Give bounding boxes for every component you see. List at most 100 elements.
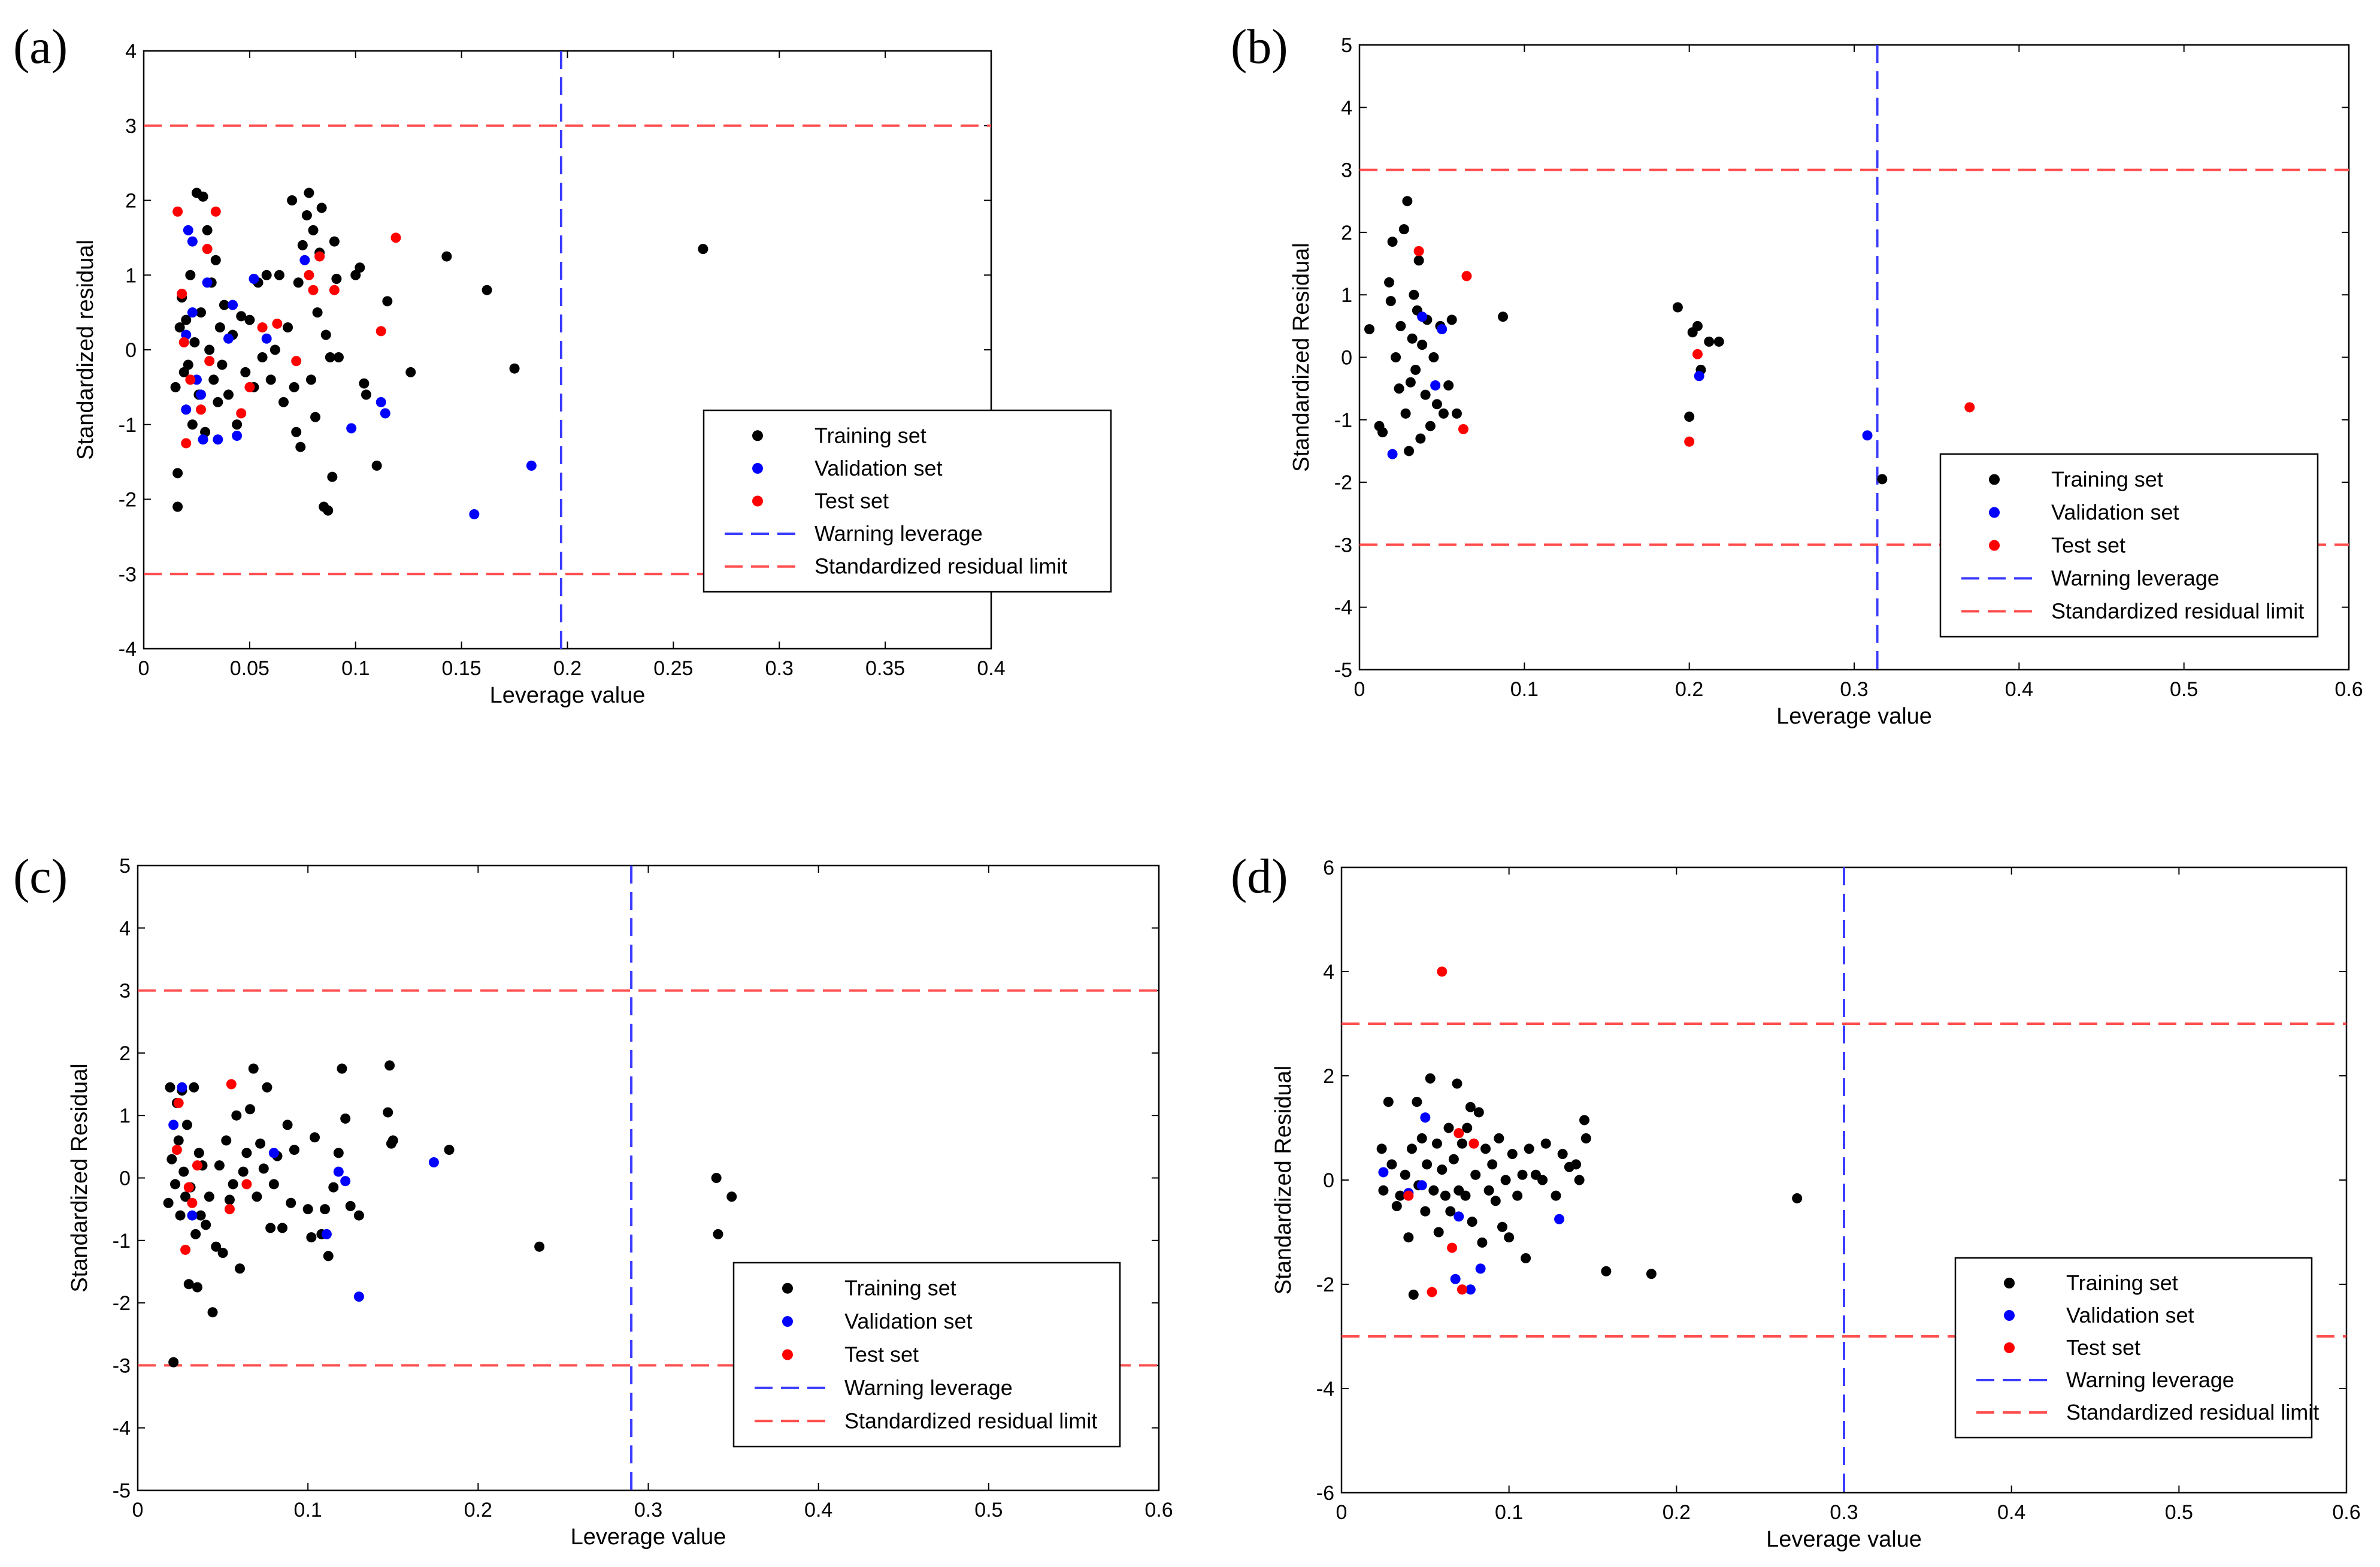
data-point bbox=[353, 1291, 364, 1302]
data-point bbox=[1554, 1214, 1565, 1224]
data-point bbox=[291, 356, 302, 367]
data-point bbox=[241, 1179, 252, 1190]
data-point bbox=[1475, 1263, 1486, 1274]
legend-label: Standardized residual limit bbox=[814, 554, 1067, 579]
data-point bbox=[170, 382, 181, 392]
data-point bbox=[1448, 1154, 1459, 1164]
data-point bbox=[346, 423, 357, 434]
legend-label: Test set bbox=[2066, 1335, 2140, 1360]
y-tick-label: -1 bbox=[119, 414, 137, 437]
y-axis-title: Standardized Residual bbox=[1289, 243, 1314, 471]
x-tick-label: 0.4 bbox=[804, 1499, 832, 1521]
data-point bbox=[305, 374, 316, 385]
data-point bbox=[1405, 377, 1416, 388]
data-point bbox=[255, 1138, 266, 1149]
data-point bbox=[178, 337, 189, 348]
data-point bbox=[1473, 1107, 1484, 1118]
data-point bbox=[261, 333, 272, 344]
data-point bbox=[1416, 1180, 1427, 1191]
y-tick-label: -3 bbox=[1334, 534, 1352, 556]
data-point bbox=[226, 1079, 237, 1090]
series-test-set bbox=[171, 1079, 252, 1255]
data-point bbox=[195, 1210, 206, 1221]
x-tick-label: 0 bbox=[1336, 1501, 1348, 1524]
data-point bbox=[172, 468, 183, 479]
legend-label: Training set bbox=[2066, 1270, 2178, 1295]
data-point bbox=[1862, 430, 1873, 441]
data-point bbox=[1557, 1149, 1568, 1159]
data-point bbox=[219, 300, 229, 310]
data-point bbox=[235, 1263, 245, 1274]
x-tick-label: 0.25 bbox=[653, 657, 693, 680]
data-point bbox=[187, 419, 198, 430]
data-point bbox=[270, 344, 280, 355]
data-point bbox=[1704, 336, 1715, 347]
chart-panel: (c) 0 0.1 0.2 0.3 0.4 0.5 0.6 -5 -4 -3 -2 -1 0 1 2 3 4 5 Le… bbox=[13, 849, 1173, 1550]
x-tick-label: 0.2 bbox=[1663, 1501, 1691, 1524]
data-point bbox=[223, 389, 234, 400]
data-point bbox=[1646, 1269, 1657, 1279]
data-point bbox=[1403, 1190, 1414, 1201]
data-point bbox=[1412, 1097, 1422, 1107]
x-axis-title: Leverage value bbox=[1766, 1527, 1922, 1552]
y-tick-label: 2 bbox=[125, 190, 137, 213]
data-point bbox=[1394, 383, 1404, 394]
data-point bbox=[1500, 1175, 1511, 1185]
data-point bbox=[333, 1166, 344, 1177]
y-tick-label: -5 bbox=[1334, 659, 1352, 682]
x-tick-label: 0.3 bbox=[765, 657, 794, 680]
data-point bbox=[178, 1166, 189, 1177]
data-point bbox=[232, 430, 243, 441]
data-point bbox=[301, 210, 312, 220]
data-point bbox=[1507, 1149, 1518, 1159]
data-point bbox=[248, 1063, 259, 1074]
y-axis-title: Standardized Residual bbox=[67, 1063, 92, 1292]
y-tick-label: 2 bbox=[1341, 222, 1352, 244]
y-tick-label: 6 bbox=[1323, 857, 1334, 879]
data-point bbox=[345, 1200, 356, 1211]
data-point bbox=[232, 419, 243, 430]
data-point bbox=[244, 382, 255, 392]
data-point bbox=[265, 374, 276, 385]
y-tick-label: 1 bbox=[125, 264, 137, 287]
data-point bbox=[202, 244, 213, 255]
data-point bbox=[180, 1191, 191, 1202]
data-point bbox=[1524, 1144, 1534, 1154]
data-point bbox=[1387, 237, 1398, 247]
y-tick-label: -4 bbox=[1316, 1378, 1334, 1400]
data-point bbox=[198, 191, 208, 202]
data-point bbox=[1395, 320, 1406, 331]
data-point bbox=[1465, 1102, 1476, 1112]
data-point bbox=[238, 1166, 249, 1177]
data-point bbox=[376, 397, 386, 407]
data-point bbox=[1574, 1175, 1585, 1185]
data-point bbox=[187, 236, 198, 247]
data-point bbox=[1551, 1190, 1561, 1201]
legend-label: Standardized residual limit bbox=[844, 1408, 1097, 1433]
data-point bbox=[1446, 314, 1457, 325]
data-point bbox=[1451, 408, 1462, 419]
data-point bbox=[228, 300, 238, 310]
data-point bbox=[312, 307, 323, 318]
data-point bbox=[185, 270, 196, 280]
legend-box bbox=[703, 409, 1112, 593]
data-point bbox=[1684, 412, 1695, 422]
data-point bbox=[189, 337, 200, 348]
x-tick-label: 0.05 bbox=[230, 657, 270, 680]
data-point bbox=[321, 1229, 332, 1239]
x-tick-label: 0.6 bbox=[2332, 1501, 2360, 1524]
y-tick-label: 2 bbox=[1323, 1065, 1334, 1088]
y-tick-label: -6 bbox=[1316, 1482, 1334, 1505]
legend-marker bbox=[782, 1282, 793, 1294]
data-point bbox=[196, 307, 207, 318]
series-training-set bbox=[163, 1060, 737, 1368]
data-point bbox=[1402, 196, 1413, 207]
legend-label: Test set bbox=[814, 489, 889, 513]
data-point bbox=[1400, 408, 1411, 419]
data-point bbox=[1490, 1196, 1501, 1206]
data-point bbox=[1571, 1159, 1582, 1170]
data-point bbox=[405, 367, 416, 377]
data-point bbox=[371, 460, 382, 471]
data-point bbox=[177, 288, 187, 299]
